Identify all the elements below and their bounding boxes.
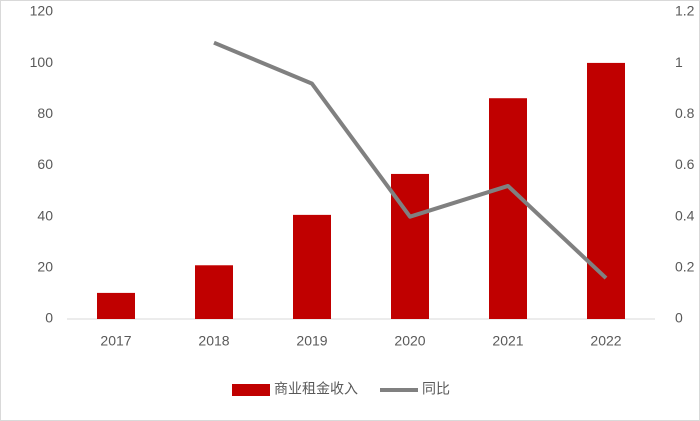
bar (97, 292, 135, 319)
y2-tick-label: 1 (675, 54, 683, 70)
y-tick-label: 40 (37, 207, 53, 223)
y2-tick-label: 0.8 (675, 105, 695, 121)
x-tick-label: 2022 (590, 333, 621, 349)
y-tick-label: 100 (30, 54, 54, 70)
y2-tick-label: 0.2 (675, 259, 695, 275)
bar (587, 62, 625, 320)
y-tick-label: 20 (37, 259, 53, 275)
y-tick-label: 60 (37, 156, 53, 172)
y2-tick-label: 0.6 (675, 156, 695, 172)
bar (195, 265, 233, 319)
x-tick-label: 2018 (198, 333, 229, 349)
x-tick-label: 2020 (394, 333, 425, 349)
legend-label: 商业租金收入 (274, 381, 358, 397)
line (213, 40, 608, 280)
x-tick-label: 2019 (296, 333, 327, 349)
y2-tick-label: 0 (675, 310, 683, 326)
legend-swatch (232, 384, 270, 396)
y-tick-label: 0 (45, 310, 53, 326)
bar (293, 214, 331, 319)
y-tick-label: 80 (37, 105, 53, 121)
legend-label: 同比 (422, 381, 450, 397)
y2-tick-label: 0.4 (675, 207, 695, 223)
x-tick-label: 2021 (492, 333, 523, 349)
bar (489, 98, 527, 319)
y-tick-label: 120 (30, 3, 54, 19)
y2-tick-label: 1.2 (675, 3, 695, 19)
x-tick-label: 2017 (100, 333, 131, 349)
